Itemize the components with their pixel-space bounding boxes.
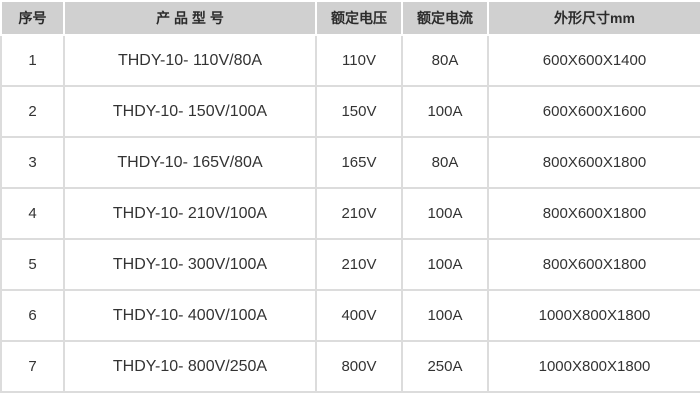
header-product-model: 产 品 型 号 <box>63 0 317 36</box>
header-dimensions: 外形尺寸mm <box>487 0 700 36</box>
cell-serial-number: 7 <box>0 340 65 393</box>
cell-rated-voltage: 400V <box>315 289 403 342</box>
cell-rated-current: 80A <box>401 34 489 87</box>
product-spec-table: 序号 产 品 型 号 额定电压 额定电流 外形尺寸mm 1 THDY-10- 11… <box>0 0 700 393</box>
header-row: 序号 产 品 型 号 额定电压 额定电流 外形尺寸mm <box>0 0 700 36</box>
cell-rated-voltage: 110V <box>315 34 403 87</box>
table-row: 5 THDY-10- 300V/100A 210V 100A 800X600X1800 <box>0 238 700 291</box>
cell-rated-current: 100A <box>401 85 489 138</box>
cell-serial-number: 1 <box>0 34 65 87</box>
table-row: 1 THDY-10- 110V/80A 110V 80A 600X600X1400 <box>0 34 700 87</box>
cell-product-model: THDY-10- 150V/100A <box>63 85 317 138</box>
cell-product-model: THDY-10- 800V/250A <box>63 340 317 393</box>
cell-serial-number: 4 <box>0 187 65 240</box>
table-row: 7 THDY-10- 800V/250A 800V 250A 1000X800X1800 <box>0 340 700 393</box>
table-body: 1 THDY-10- 110V/80A 110V 80A 600X600X1400 2 TH… <box>0 34 700 393</box>
table-row: 2 THDY-10- 150V/100A 150V 100A 600X600X1600 <box>0 85 700 138</box>
cell-rated-current: 250A <box>401 340 489 393</box>
cell-rated-voltage: 210V <box>315 238 403 291</box>
cell-dimensions: 1000X800X1800 <box>487 289 700 342</box>
header-serial-number: 序号 <box>0 0 65 36</box>
cell-serial-number: 6 <box>0 289 65 342</box>
cell-dimensions: 800X600X1800 <box>487 187 700 240</box>
cell-product-model: THDY-10- 110V/80A <box>63 34 317 87</box>
header-rated-voltage: 额定电压 <box>315 0 403 36</box>
cell-product-model: THDY-10- 300V/100A <box>63 238 317 291</box>
header-rated-current: 额定电流 <box>401 0 489 36</box>
cell-serial-number: 2 <box>0 85 65 138</box>
cell-product-model: THDY-10- 165V/80A <box>63 136 317 189</box>
cell-dimensions: 1000X800X1800 <box>487 340 700 393</box>
cell-rated-voltage: 210V <box>315 187 403 240</box>
table-row: 4 THDY-10- 210V/100A 210V 100A 800X600X1800 <box>0 187 700 240</box>
cell-rated-voltage: 165V <box>315 136 403 189</box>
cell-product-model: THDY-10- 400V/100A <box>63 289 317 342</box>
cell-dimensions: 600X600X1600 <box>487 85 700 138</box>
cell-serial-number: 5 <box>0 238 65 291</box>
cell-product-model: THDY-10- 210V/100A <box>63 187 317 240</box>
cell-serial-number: 3 <box>0 136 65 189</box>
cell-dimensions: 600X600X1400 <box>487 34 700 87</box>
cell-dimensions: 800X600X1800 <box>487 136 700 189</box>
cell-rated-voltage: 150V <box>315 85 403 138</box>
cell-rated-voltage: 800V <box>315 340 403 393</box>
table-row: 6 THDY-10- 400V/100A 400V 100A 1000X800X1800 <box>0 289 700 342</box>
cell-rated-current: 100A <box>401 289 489 342</box>
cell-dimensions: 800X600X1800 <box>487 238 700 291</box>
cell-rated-current: 100A <box>401 238 489 291</box>
cell-rated-current: 100A <box>401 187 489 240</box>
cell-rated-current: 80A <box>401 136 489 189</box>
table-row: 3 THDY-10- 165V/80A 165V 80A 800X600X1800 <box>0 136 700 189</box>
